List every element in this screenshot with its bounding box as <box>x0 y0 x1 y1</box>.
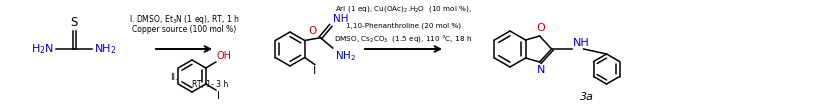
Text: NH$_2$: NH$_2$ <box>335 49 356 63</box>
Text: S: S <box>70 16 78 29</box>
Text: DMSO, Cs$_2$CO$_3$  (1.5 eq), 110 °C, 18 h: DMSO, Cs$_2$CO$_3$ (1.5 eq), 110 °C, 18 … <box>334 33 472 44</box>
Text: ArI (1 eq), Cu(OAc)$_2$.H$_2$O  (10 mol %),: ArI (1 eq), Cu(OAc)$_2$.H$_2$O (10 mol %… <box>335 4 471 14</box>
Text: 3a: 3a <box>580 92 594 102</box>
Text: OH: OH <box>217 51 232 61</box>
Text: O: O <box>308 26 317 36</box>
Text: N: N <box>537 65 545 75</box>
Text: H$_2$N: H$_2$N <box>31 42 54 56</box>
Text: NH: NH <box>332 14 348 24</box>
Text: NH$_2$: NH$_2$ <box>94 42 117 56</box>
Text: I. DMSO, Et$_3$N (1 eq), RT, 1 h: I. DMSO, Et$_3$N (1 eq), RT, 1 h <box>128 13 240 26</box>
Text: O: O <box>536 23 545 33</box>
Text: RT, 1- 3 h: RT, 1- 3 h <box>192 79 228 89</box>
Text: I: I <box>313 66 317 77</box>
Text: Copper source (100 mol %): Copper source (100 mol %) <box>131 25 237 34</box>
Text: II.: II. <box>170 74 178 82</box>
Text: 1,10-Phenanthroline (20 mol %): 1,10-Phenanthroline (20 mol %) <box>346 22 461 29</box>
Text: I: I <box>217 91 220 101</box>
Text: NH: NH <box>572 38 590 48</box>
